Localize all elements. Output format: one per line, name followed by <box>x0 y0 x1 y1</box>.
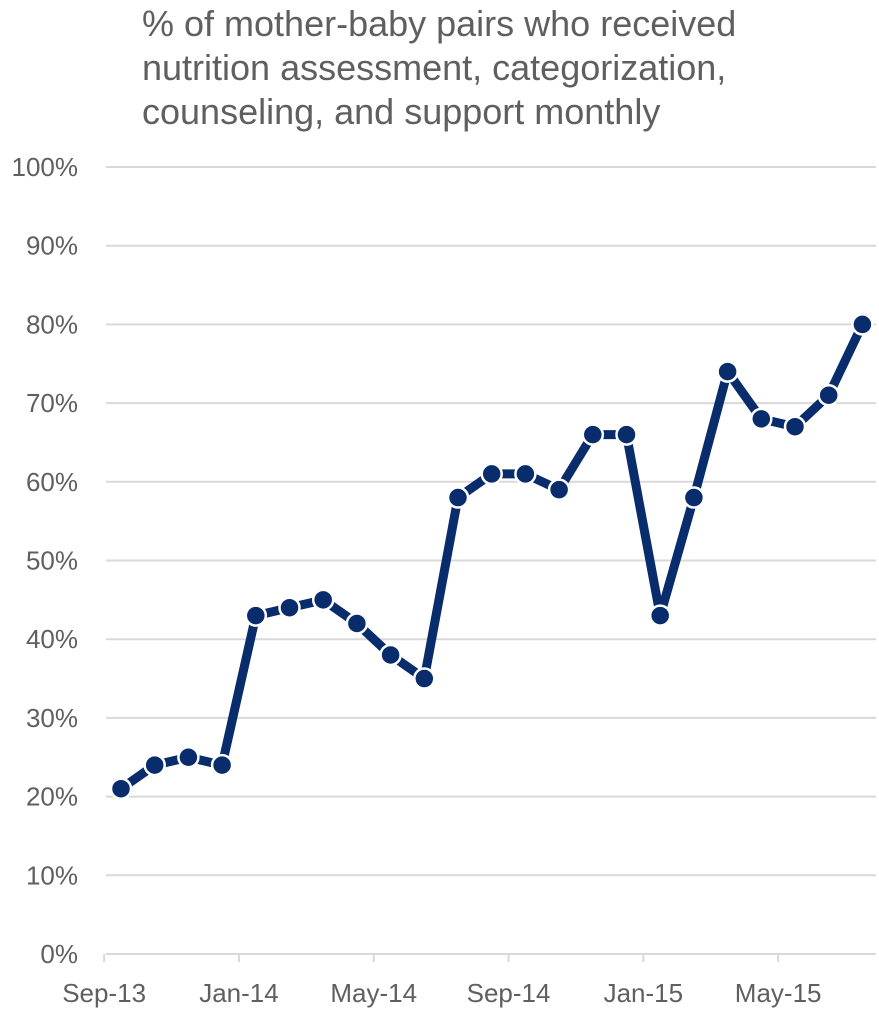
series-line <box>116 319 867 794</box>
y-tick-label: 90% <box>26 231 78 261</box>
x-tick-label: May-14 <box>330 978 417 1008</box>
chart-title: % of mother-baby pairs who received nutr… <box>142 2 862 134</box>
y-tick-label: 100% <box>12 152 79 182</box>
data-point <box>514 462 537 486</box>
data-point <box>345 612 369 635</box>
y-tick-label: 40% <box>26 624 78 654</box>
chart-title-line-2: nutrition assessment, categorization, <box>142 47 727 88</box>
data-point <box>648 604 672 627</box>
data-point <box>311 588 335 612</box>
x-axis <box>103 953 876 962</box>
data-point <box>278 596 301 619</box>
data-point <box>379 643 402 667</box>
data-point <box>480 462 503 486</box>
data-point <box>244 604 268 627</box>
data-point <box>413 667 436 690</box>
data-point <box>547 478 571 501</box>
data-point <box>817 383 840 407</box>
x-tick-label: Jan-14 <box>199 978 279 1008</box>
y-tick-label: 0% <box>40 939 78 969</box>
x-tick-label: Sep-14 <box>467 978 551 1008</box>
data-point <box>750 407 773 431</box>
y-axis: 0% 10% 20% 30% 40% 50% 60% 70% 80% 90% 100% <box>12 152 79 969</box>
data-point <box>177 746 200 769</box>
data-point <box>716 360 739 383</box>
y-tick-label: 30% <box>26 703 78 733</box>
y-tick-label: 10% <box>26 860 78 890</box>
chart-title-line-1: % of mother-baby pairs who received <box>142 3 737 44</box>
y-tick-label: 70% <box>26 388 78 418</box>
chart-title-line-3: counseling, and support monthly <box>142 91 661 132</box>
x-tick-labels: Sep-13 Jan-14 May-14 Sep-14 Jan-15 May-15 <box>62 978 821 1008</box>
x-tick-label: May-15 <box>735 978 822 1008</box>
data-point <box>615 423 638 446</box>
y-tick-label: 50% <box>26 546 78 576</box>
data-point <box>446 486 470 509</box>
x-tick-label: Sep-13 <box>62 978 146 1008</box>
y-tick-label: 60% <box>26 467 78 497</box>
y-tick-label: 20% <box>26 782 78 812</box>
data-point <box>109 777 133 800</box>
data-series <box>109 313 874 800</box>
data-point <box>682 486 706 509</box>
data-point <box>210 753 234 777</box>
x-tick-label: Jan-15 <box>604 978 684 1008</box>
data-point <box>783 415 807 438</box>
y-tick-label: 80% <box>26 309 78 339</box>
data-point <box>143 753 166 777</box>
data-point <box>581 423 605 446</box>
data-point <box>851 313 874 336</box>
